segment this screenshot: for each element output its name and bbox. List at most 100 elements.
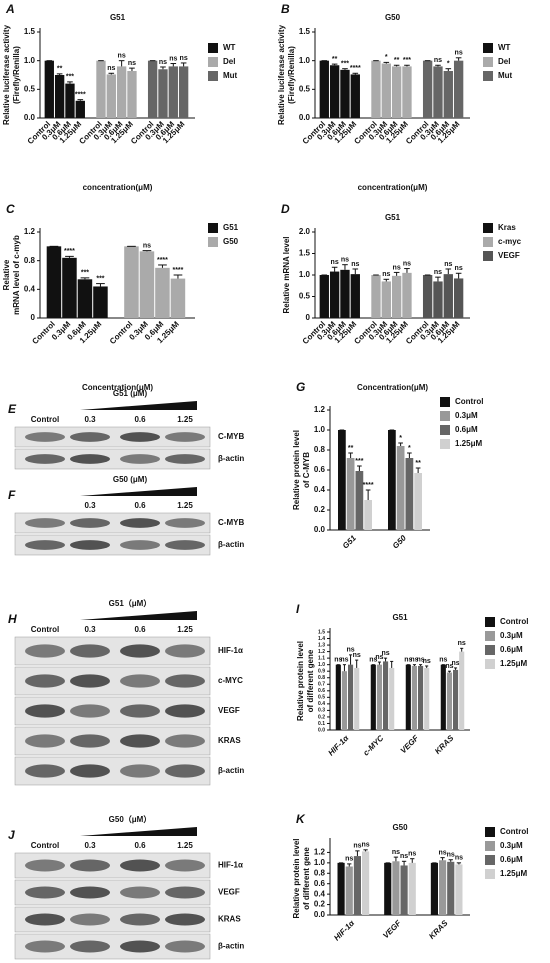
blot-band [70,734,110,748]
y-tick-label: 0.6 [314,879,326,888]
x-tick-label: c-MYC [361,733,385,757]
legend-swatch [208,43,218,53]
bar [353,856,361,915]
legend-swatch [440,411,450,421]
x-tick-label: KRAS [433,733,456,756]
y-tick-label: 1.0 [24,56,36,65]
bar [329,65,340,118]
bar [350,274,360,318]
y-tick-label: 0.2 [314,900,326,909]
significance: ns [438,849,446,856]
bar [414,473,422,530]
y-tick-label: 0.0 [314,910,326,919]
row-label: VEGF [218,706,240,715]
panel-letter: H [8,612,17,626]
y-tick-label: 1.0 [299,270,311,279]
blot-band [120,432,160,442]
row-label: β-actin [218,540,244,549]
significance: **** [157,257,168,264]
blot-strip [14,534,211,556]
bar [381,281,391,318]
significance: ns [447,852,455,859]
bar [93,286,108,318]
bar [106,74,116,118]
legend-swatch [483,43,493,53]
significance: **** [64,248,75,255]
significance: ns [180,55,188,62]
lane-label: 0.6 [134,501,146,510]
significance: ns [410,657,418,664]
bar [124,246,139,318]
lane-label: 0.6 [134,841,146,850]
blot-band [25,734,65,748]
bar [384,862,392,915]
blot-band [25,859,65,872]
significance: **** [75,91,86,98]
panel-letter: C [6,202,15,216]
legend-swatch [483,57,493,67]
significance: ns [334,657,342,664]
bar [338,430,346,530]
blot-band [120,674,160,688]
bar [411,665,417,730]
significance: ns [392,849,400,856]
significance: ns [403,260,411,267]
y-tick-label: 0.0 [24,113,36,122]
legend-swatch [208,223,218,233]
blot-band [165,886,205,899]
bar [424,667,430,730]
bar [346,458,355,530]
legend-label: c-myc [498,237,522,246]
bar [54,75,65,118]
y-tick-label: 0.5 [24,84,36,93]
panel-letter: D [281,202,290,216]
blot-band [165,764,205,778]
x-axis-label: Concentration(μM) [82,383,153,392]
bar [44,60,54,118]
significance: ns [351,261,359,268]
row-label: VEGF [218,888,240,897]
bar [371,60,381,118]
bar [447,861,455,915]
y-tick-label: 1.2 [318,649,325,655]
blot-band [165,940,205,953]
legend-label: 0.3μM [455,411,478,420]
x-axis-label: concentration(μM) [83,183,153,192]
bar [381,63,391,118]
y-tick-label: 0.5 [318,695,325,701]
bar [402,272,412,318]
y-axis-label: (Firefly/Renilla) [12,46,21,104]
blot-band [120,454,160,464]
y-tick-label: 1.0 [314,425,326,434]
legend-label: Del [223,57,235,66]
bar [388,430,396,530]
chart-title: G51 [385,213,401,222]
y-tick-label: 1.2 [314,405,326,414]
legend-label: G50 [223,237,239,246]
bar [371,275,381,318]
y-axis-label: Relative mRNA level [282,236,291,313]
y-tick-label: 0.6 [314,465,326,474]
legend-swatch [483,71,493,81]
significance: *** [66,74,74,81]
y-tick-label: 1.0 [314,858,326,867]
y-tick-label: 0.0 [299,113,311,122]
blot-band [70,518,110,528]
bar [319,60,329,118]
y-axis-label: Relative protein level [292,430,301,510]
significance: ns [361,842,369,849]
significance: ns [455,50,463,57]
y-tick-label: 0.1 [318,721,325,727]
row-label: β-actin [218,766,244,775]
blot-band [25,886,65,899]
significance: **** [363,482,374,489]
bar [453,60,464,118]
y-axis-label: of C-MYB [302,452,311,488]
bar [170,278,186,318]
bar [396,446,405,530]
bar [370,664,376,730]
y-tick-label: 0.7 [318,682,325,688]
significance: * [447,61,450,68]
bar [443,274,453,318]
significance: ns [341,257,349,264]
